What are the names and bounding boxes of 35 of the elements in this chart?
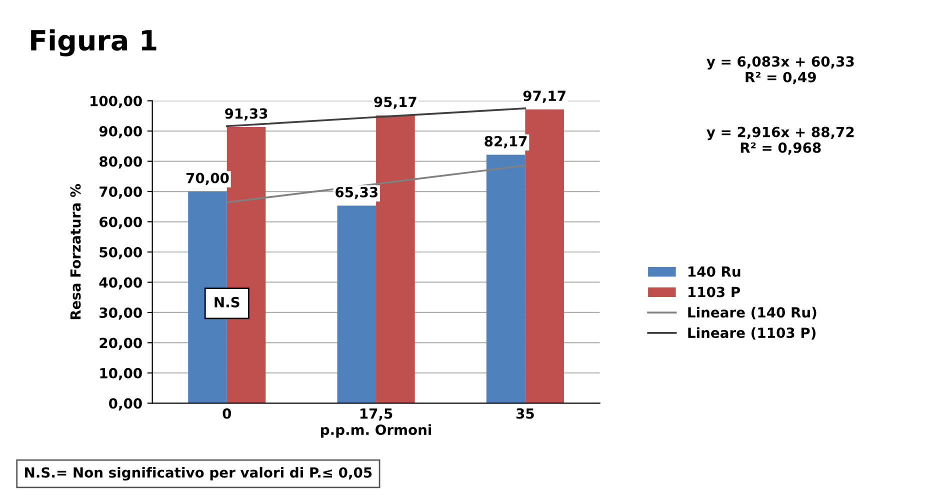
- y-tick-label: 30,00: [100, 307, 142, 320]
- x-tick-label: 17,5: [360, 408, 392, 421]
- y-axis-title: Resa Forzatura %: [70, 184, 81, 320]
- x-tick-label: 0: [222, 408, 232, 419]
- legend-label: Lineare (140 Ru): [688, 306, 816, 320]
- y-tick-label: 60,00: [100, 216, 142, 230]
- y-tick-label: 20,00: [100, 338, 142, 350]
- data-label: 65,33: [336, 186, 378, 200]
- data-label: 95,17: [374, 96, 416, 109]
- y-tick-label: 80,00: [100, 156, 142, 169]
- data-label: 70,00: [186, 172, 229, 186]
- y-tick-label: 70,00: [100, 186, 142, 199]
- bar: [525, 109, 564, 404]
- bar: [337, 206, 376, 404]
- bar: [376, 115, 415, 404]
- x-axis-title: p.p.m. Ormoni: [321, 424, 432, 438]
- text: y = 6,083x + 60,33 R² = 0,49: [706, 56, 854, 84]
- x-tick-label: 35: [516, 408, 534, 419]
- chart-title: Figura 1: [31, 29, 156, 56]
- legend-label: Lineare (1103 P): [688, 327, 816, 340]
- text: N.S.= Non significativo per valori di P.≤ 0,05: [25, 466, 372, 481]
- annotation: N.S: [214, 296, 240, 308]
- y-tick-label: 0,00: [108, 398, 142, 410]
- y-tick-label: 50,00: [100, 246, 142, 260]
- data-label: 97,17: [523, 90, 566, 103]
- y-tick-label: 10,00: [100, 368, 142, 380]
- y-tick-label: 40,00: [99, 277, 142, 290]
- data-label: 91,33: [225, 108, 268, 121]
- data-label: 82,17: [484, 136, 527, 148]
- legend-label: 1103 P: [688, 286, 740, 298]
- bar: [486, 154, 526, 404]
- y-tick-label: 100,00: [90, 96, 142, 108]
- legend-label: 140 Ru: [688, 266, 740, 277]
- y-tick-label: 90,00: [99, 126, 142, 138]
- text: y = 2,916x + 88,72 R² = 0,968: [706, 126, 854, 155]
